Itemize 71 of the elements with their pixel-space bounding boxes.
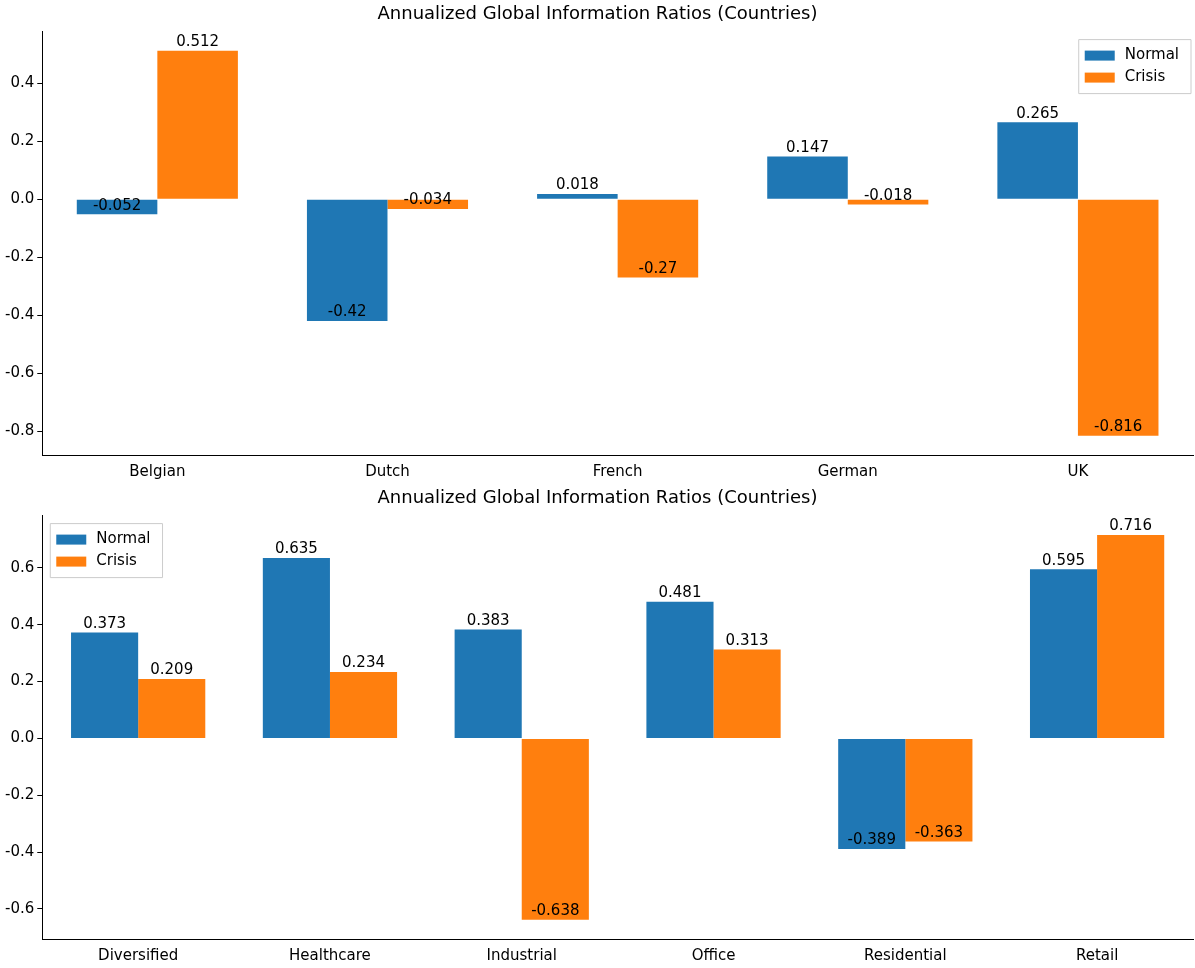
- bar: [138, 678, 206, 738]
- legend-label: Normal: [1124, 45, 1180, 64]
- data-label: 0.234: [342, 653, 385, 672]
- bar: [1097, 534, 1165, 738]
- x-tick-label: Retail: [1075, 945, 1119, 964]
- data-label: 0.265: [1016, 103, 1060, 122]
- bar: [306, 199, 388, 322]
- x-tick-label: German: [817, 461, 878, 480]
- y-tick-label: 0.0: [10, 728, 35, 747]
- y-tick-label: 0.4: [10, 73, 35, 92]
- data-label: 0.595: [1042, 550, 1086, 569]
- bar: [521, 738, 589, 920]
- legend-label: Crisis: [96, 551, 138, 570]
- x-tick-label: Industrial: [486, 945, 557, 964]
- bar: [617, 199, 699, 278]
- chart-title: Annualized Global Information Ratios (Countries): [377, 486, 818, 508]
- y-tick-label: -0.8: [4, 421, 35, 440]
- data-label: -0.389: [847, 830, 896, 849]
- data-label: 0.716: [1109, 516, 1153, 535]
- legend-label: Normal: [96, 529, 151, 548]
- y-tick-label: -0.2: [4, 785, 35, 804]
- data-label: 0.635: [274, 539, 318, 558]
- y-tick-label: -0.4: [4, 841, 35, 860]
- y-tick-label: 0.2: [10, 671, 35, 690]
- x-tick-label: Office: [691, 945, 736, 964]
- x-tick-label: Residential: [864, 945, 947, 964]
- data-label: 0.512: [176, 32, 220, 51]
- y-tick-label: 0.6: [10, 557, 35, 576]
- y-tick-label: -0.2: [4, 247, 35, 266]
- data-label: -0.638: [531, 901, 580, 920]
- bar: [838, 738, 906, 849]
- y-tick-label: -0.6: [4, 898, 35, 917]
- x-tick-label: Diversified: [98, 945, 179, 964]
- x-tick-label: Healthcare: [289, 945, 371, 964]
- data-label: 0.373: [83, 613, 127, 632]
- bar: [537, 194, 618, 199]
- chart-title: Annualized Global Information Ratios (Countries): [377, 2, 818, 24]
- bar: [646, 601, 714, 738]
- data-label: 0.313: [725, 630, 769, 649]
- bar: [262, 557, 330, 738]
- y-tick-label: -0.6: [4, 363, 35, 382]
- x-tick-label: French: [592, 461, 643, 480]
- bar: [767, 156, 848, 199]
- data-label: -0.052: [92, 195, 142, 214]
- y-tick-label: -0.4: [4, 305, 35, 324]
- data-label: -0.816: [1094, 417, 1143, 436]
- data-label: -0.27: [638, 258, 678, 277]
- y-tick-label: 0.2: [10, 131, 35, 150]
- bar: [157, 50, 238, 199]
- legend-label: Crisis: [1124, 67, 1166, 86]
- bar: [329, 671, 398, 738]
- bar: [454, 629, 522, 738]
- y-tick-label: 0.4: [10, 614, 35, 633]
- data-label: 0.481: [658, 583, 702, 602]
- x-tick-label: Belgian: [129, 461, 186, 480]
- bar: [713, 649, 781, 738]
- x-tick-label: Dutch: [365, 461, 410, 480]
- data-label: -0.018: [863, 185, 913, 204]
- bar: [997, 122, 1078, 199]
- data-label: -0.42: [327, 302, 367, 321]
- data-label: -0.363: [914, 822, 964, 841]
- data-label: 0.209: [150, 660, 194, 679]
- data-label: 0.018: [555, 175, 599, 194]
- bar: [1077, 199, 1159, 436]
- bar: [71, 632, 139, 738]
- y-tick-label: 0.0: [10, 189, 35, 208]
- data-label: 0.383: [466, 610, 510, 629]
- x-tick-label: UK: [1067, 461, 1090, 480]
- data-label: 0.147: [786, 137, 829, 156]
- bar: [905, 738, 973, 842]
- bar: [1029, 569, 1098, 738]
